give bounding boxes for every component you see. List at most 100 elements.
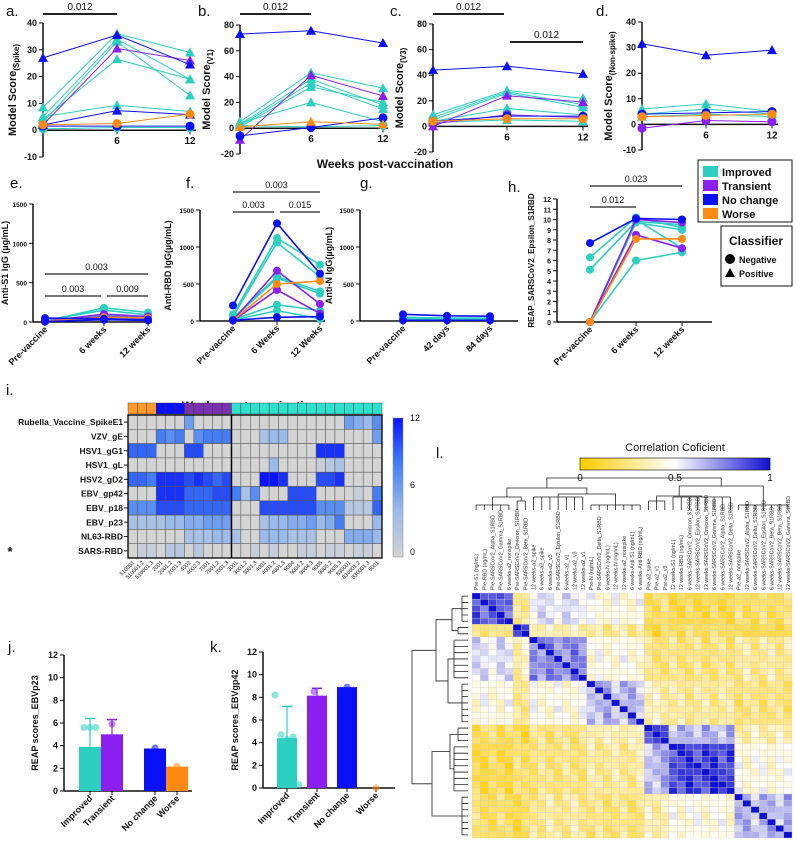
correlation-cell <box>742 787 752 795</box>
correlation-cell <box>619 806 629 814</box>
correlation-cell <box>471 699 481 707</box>
data-point-triangle <box>38 111 48 121</box>
correlation-cell <box>750 724 760 732</box>
y-tick-label: 0 <box>631 119 636 129</box>
heatmap-cell <box>297 543 307 559</box>
p-value: 0.012 <box>534 30 559 41</box>
heatmap-cell <box>353 443 364 459</box>
correlation-cell <box>496 724 505 732</box>
data-point-triangle <box>306 81 316 91</box>
correlation-cell <box>586 731 596 738</box>
correlation-cell <box>619 825 629 832</box>
correlation-cell <box>742 611 752 619</box>
correlation-cell <box>750 649 760 656</box>
correlation-cell <box>693 699 702 707</box>
group-bar-cell <box>184 402 195 415</box>
heatmap-cell <box>146 514 157 530</box>
data-point-circle <box>586 239 594 248</box>
heatmap-cell <box>146 529 157 544</box>
heatmap-cell <box>221 486 232 502</box>
correlation-cell <box>635 718 645 726</box>
correlation-cell <box>759 812 768 820</box>
y-tick-label: 10 <box>27 98 37 108</box>
correlation-cell <box>570 643 579 650</box>
heatmap-cell <box>344 429 355 444</box>
correlation-cell <box>480 668 489 675</box>
correlation-cell <box>783 743 793 751</box>
correlation-cell <box>586 592 596 600</box>
correlation-cell <box>529 630 538 638</box>
x-tick-label: Improved <box>256 790 292 826</box>
heatmap-cell <box>174 514 185 530</box>
correlation-cell <box>759 687 768 694</box>
data-point-circle <box>41 317 49 326</box>
correlation-cell <box>660 768 670 776</box>
correlation-cell <box>488 630 497 638</box>
correlation-cell <box>709 762 719 770</box>
correlation-cell <box>488 737 497 744</box>
correlation-cell <box>578 762 588 770</box>
correlation-cell <box>627 762 637 770</box>
correlation-cell <box>562 693 571 700</box>
correlation-cell <box>668 781 678 788</box>
correlation-cell <box>562 762 571 770</box>
correlation-cell <box>767 643 776 650</box>
y-tick-label: 500 <box>183 282 194 289</box>
correlation-cell <box>545 743 555 751</box>
correlation-cell <box>759 630 768 638</box>
correlation-cell <box>521 812 530 820</box>
heatmap-cell <box>259 443 270 459</box>
correlation-cell <box>619 781 629 788</box>
correlation-cell <box>537 687 546 694</box>
correlation-cell <box>718 775 727 782</box>
data-point-circle <box>273 300 281 309</box>
correlation-cell <box>553 624 563 631</box>
heatmap-cell <box>155 414 166 430</box>
correlation-cell <box>562 743 571 751</box>
y-tick-label: 20 <box>417 96 427 106</box>
correlation-cell <box>471 731 481 738</box>
correlation-cell <box>644 749 653 757</box>
correlation-cell <box>750 800 760 807</box>
heatmap-cell <box>127 471 138 487</box>
correlation-cell <box>734 812 743 820</box>
correlation-cell <box>529 668 538 675</box>
correlation-cell <box>627 806 637 814</box>
correlation-cell <box>562 768 571 776</box>
heatmap-cell <box>315 529 326 544</box>
heatmap-cell <box>174 443 185 459</box>
correlation-cell <box>759 668 768 675</box>
correlation-cell <box>668 762 678 770</box>
y-tick-label: 80 <box>224 20 234 30</box>
correlation-cell <box>660 668 670 675</box>
correlation-cell <box>471 624 481 631</box>
correlation-cell <box>578 630 588 638</box>
row-label: EBV_p23 <box>86 517 123 527</box>
correlation-cell <box>488 680 497 688</box>
correlation-cell <box>488 599 497 606</box>
correlation-cell <box>750 825 760 832</box>
correlation-cell <box>742 768 752 776</box>
correlation-cell <box>496 756 505 763</box>
correlation-cell <box>603 762 612 770</box>
x-tick-label: 6 <box>703 130 709 141</box>
heatmap-cell <box>325 529 336 544</box>
correlation-cell <box>693 781 702 788</box>
heatmap-cell <box>306 457 317 473</box>
correlation-cell <box>644 775 653 782</box>
correlation-cell <box>767 592 776 600</box>
correlation-cell <box>586 825 596 832</box>
correlation-cell <box>504 655 514 663</box>
correlation-cell <box>488 787 497 795</box>
correlation-cell <box>685 812 694 820</box>
correlation-cell <box>471 599 481 606</box>
heatmap-cell <box>184 500 195 516</box>
correlation-cell <box>718 655 727 663</box>
correlation-cell <box>480 649 489 656</box>
correlation-cell <box>685 825 694 832</box>
correlation-cell <box>759 611 768 619</box>
correlation-cell <box>635 762 645 770</box>
data-point-triangle <box>112 43 122 53</box>
heatmap-cell <box>165 429 176 444</box>
